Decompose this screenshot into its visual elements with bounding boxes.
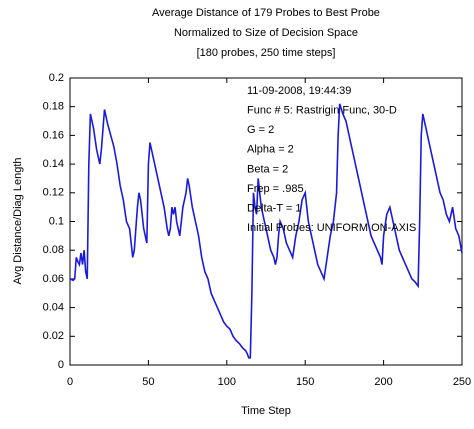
y-tick-label: 0.04: [43, 302, 64, 314]
x-tick-label: 50: [142, 376, 154, 388]
annotation: Func # 5: Rastrigin Func, 30-D: [247, 105, 397, 117]
annotation: 11-09-2008, 19:44:39: [247, 85, 351, 97]
x-tick-label: 150: [296, 376, 314, 388]
x-axis-label: Time Step: [241, 405, 291, 417]
annotation: Initial Probes: UNIFORM ON-AXIS: [247, 222, 416, 234]
annotation: Delta-T = 1: [247, 203, 302, 215]
y-tick-label: 0.2: [49, 72, 64, 84]
data-line: [69, 103, 463, 359]
annotation: Alpha = 2: [247, 144, 294, 156]
y-axis-label: Avg Distance/Diag Length: [12, 158, 24, 285]
annotation: Frep = .985: [247, 183, 304, 195]
y-tick-label: 0.14: [43, 158, 64, 170]
chart-title: Normalized to Size of Decision Space: [174, 27, 358, 39]
y-tick-label: 0: [58, 359, 64, 371]
y-tick-label: 0.16: [43, 129, 64, 141]
y-tick-label: 0.08: [43, 244, 64, 256]
annotation: G = 2: [247, 124, 274, 136]
y-tick-label: 0.18: [43, 101, 64, 113]
x-tick-label: 100: [218, 376, 236, 388]
y-tick-label: 0.06: [43, 273, 64, 285]
y-tick-label: 0.02: [43, 330, 64, 342]
chart-title: Average Distance of 179 Probes to Best P…: [152, 7, 380, 19]
y-tick-label: 0.12: [43, 187, 64, 199]
x-tick-label: 200: [374, 376, 392, 388]
x-tick-label: 250: [453, 376, 471, 388]
annotation: Beta = 2: [247, 163, 288, 175]
x-tick-label: 0: [67, 376, 73, 388]
y-tick-label: 0.1: [49, 215, 64, 227]
chart-title: [180 probes, 250 time steps]: [197, 47, 336, 59]
